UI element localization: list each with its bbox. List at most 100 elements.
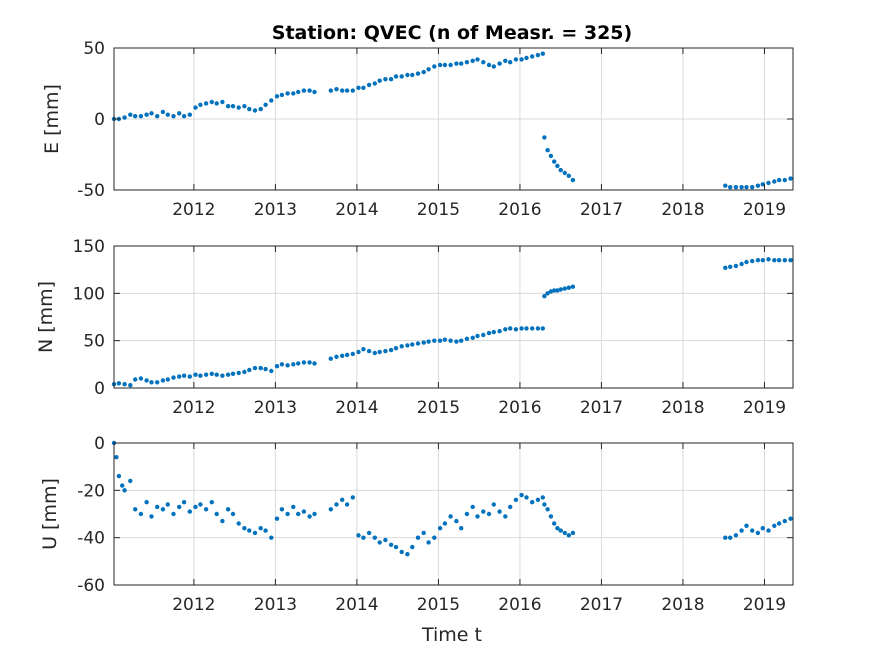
data-point xyxy=(766,528,771,533)
data-point xyxy=(399,549,404,555)
data-point xyxy=(442,62,448,68)
data-point xyxy=(165,112,170,117)
x-tick-label: 2019 xyxy=(743,595,786,615)
x-tick-label: 2016 xyxy=(498,595,541,615)
data-point xyxy=(782,177,787,183)
y-tick-label: 50 xyxy=(83,332,105,352)
data-point xyxy=(383,348,388,354)
data-point xyxy=(247,528,252,533)
data-point xyxy=(242,104,247,109)
data-point xyxy=(242,369,247,375)
data-point xyxy=(307,514,312,519)
data-point xyxy=(128,478,133,484)
data-point xyxy=(415,341,421,346)
data-point xyxy=(464,336,470,341)
data-point xyxy=(459,526,464,531)
data-point xyxy=(340,497,345,502)
data-point xyxy=(540,51,545,56)
ylabel-e: E [mm] xyxy=(41,84,63,154)
data-point xyxy=(242,526,247,531)
data-point xyxy=(552,288,557,293)
data-point xyxy=(508,60,513,65)
data-point xyxy=(744,185,749,190)
data-point xyxy=(361,347,366,352)
data-point xyxy=(497,329,502,334)
data-point xyxy=(760,258,765,263)
data-point xyxy=(269,535,274,540)
data-point xyxy=(171,375,176,380)
data-point xyxy=(760,182,765,187)
data-point xyxy=(410,544,415,550)
panel-u: 2012 2013 2014 2015 2016 2017 2018 2019 -60 -40 -2… xyxy=(39,434,794,615)
x-tick-label: 2013 xyxy=(254,398,297,418)
data-point xyxy=(328,88,333,93)
data-point xyxy=(198,502,203,507)
data-point xyxy=(285,91,290,96)
data-point xyxy=(187,112,192,117)
data-point xyxy=(155,504,160,510)
data-point xyxy=(513,497,519,502)
x-tick-label: 2013 xyxy=(254,200,297,220)
data-point xyxy=(225,372,231,377)
data-point xyxy=(405,72,410,78)
data-point xyxy=(486,330,492,336)
chart-title: Station: QVEC (n of Measr. = 325) xyxy=(272,22,632,44)
data-point xyxy=(350,495,355,500)
data-point xyxy=(772,523,777,528)
data-point xyxy=(366,82,372,88)
data-point xyxy=(344,502,350,507)
data-point xyxy=(555,163,560,169)
data-point xyxy=(513,327,519,332)
data-point xyxy=(733,185,739,190)
panel-n: 2012 2013 2014 2015 2016 2017 2018 2019 0 50 100 15… xyxy=(35,237,794,418)
data-point xyxy=(258,526,263,531)
data-point xyxy=(177,374,182,379)
data-point xyxy=(328,507,333,512)
data-point xyxy=(739,185,744,190)
data-point xyxy=(491,329,496,335)
data-point xyxy=(552,521,557,526)
data-point xyxy=(279,507,285,512)
data-point xyxy=(548,514,554,519)
data-point xyxy=(274,516,280,521)
data-point xyxy=(165,502,170,507)
data-point xyxy=(530,326,535,331)
data-point xyxy=(312,511,317,517)
data-point xyxy=(138,511,144,517)
data-point xyxy=(383,537,388,543)
data-point xyxy=(181,500,187,505)
data-point xyxy=(122,382,127,387)
data-point xyxy=(426,339,431,344)
data-point xyxy=(481,332,486,338)
data-point xyxy=(530,500,535,505)
data-point xyxy=(530,54,535,59)
x-tick-label: 2019 xyxy=(743,200,786,220)
y-tick-label: 150 xyxy=(73,237,105,257)
data-point xyxy=(263,528,268,533)
data-point xyxy=(334,87,339,92)
data-point xyxy=(274,364,280,369)
data-point xyxy=(312,89,317,95)
data-point xyxy=(344,88,350,93)
data-point xyxy=(377,540,382,545)
data-point xyxy=(421,530,426,536)
data-point xyxy=(739,261,744,267)
data-point xyxy=(193,372,198,377)
data-point xyxy=(258,106,263,112)
data-point xyxy=(497,61,502,66)
data-point xyxy=(562,170,567,176)
data-point xyxy=(116,381,122,386)
data-point xyxy=(508,504,513,510)
data-point xyxy=(263,102,268,108)
data-point xyxy=(144,500,149,505)
data-point xyxy=(291,362,296,367)
data-point xyxy=(258,365,263,371)
data-point xyxy=(340,353,345,358)
data-point xyxy=(296,89,301,95)
data-point xyxy=(301,360,307,365)
data-point xyxy=(230,371,236,376)
data-point xyxy=(377,349,382,355)
data-point xyxy=(459,61,464,66)
data-point xyxy=(760,526,765,531)
data-point xyxy=(405,343,410,348)
